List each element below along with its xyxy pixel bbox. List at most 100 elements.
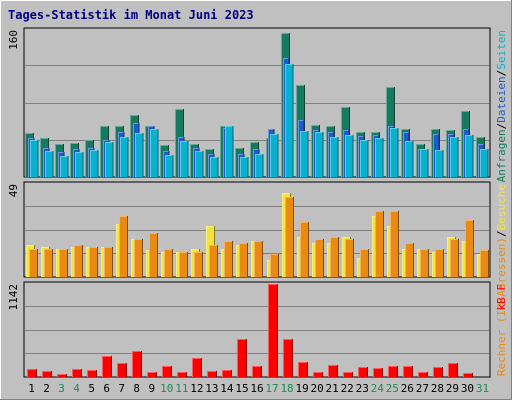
bar-kbytes-kb-f-day-1 bbox=[27, 369, 37, 377]
bar-kbytes-kb-f-day-10 bbox=[162, 366, 172, 377]
panel-kbytes-plot-area bbox=[23, 281, 491, 378]
bar-kbytes-kb-f-day-30-body bbox=[463, 373, 473, 377]
bar-kbytes-kb-f-day-29 bbox=[448, 363, 458, 377]
x-tick-label-day-18: 18 bbox=[280, 382, 293, 395]
bar-visits-rechner-ip-adressen--day-15-body bbox=[239, 243, 248, 277]
bar-visits-rechner-ip-adressen--day-28-body bbox=[435, 249, 444, 277]
bar-kbytes-kb-f-day-4-body bbox=[72, 369, 82, 377]
bar-visits-rechner-ip-adressen--day-15 bbox=[239, 243, 248, 277]
bar-visits-rechner-ip-adressen--day-28 bbox=[435, 249, 444, 277]
bar-kbytes-kb-f-day-2-body bbox=[42, 371, 52, 377]
x-tick-label-day-4: 4 bbox=[73, 382, 80, 395]
x-tick-label-day-16: 16 bbox=[250, 382, 263, 395]
panel-requests-legend-part-3: / bbox=[495, 70, 508, 77]
bar-requests-seiten-day-1-body bbox=[30, 140, 39, 177]
bar-kbytes-kb-f-day-14-body bbox=[222, 370, 232, 377]
bar-kbytes-kb-f-day-12-body bbox=[192, 358, 202, 377]
bar-visits-rechner-ip-adressen--day-4 bbox=[74, 245, 83, 277]
bar-visits-rechner-ip-adressen--day-24-body bbox=[375, 211, 384, 277]
x-tick-label-day-11: 11 bbox=[175, 382, 188, 395]
bar-requests-seiten-day-30 bbox=[465, 135, 474, 177]
x-tick-label-day-5: 5 bbox=[88, 382, 95, 395]
bar-requests-seiten-day-12-body bbox=[195, 151, 204, 177]
bar-visits-rechner-ip-adressen--day-19-body bbox=[300, 222, 309, 277]
bar-kbytes-kb-f-day-9-body bbox=[147, 372, 157, 377]
bar-kbytes-kb-f-day-23-body bbox=[358, 367, 368, 377]
bar-visits-rechner-ip-adressen--day-13-body bbox=[209, 245, 218, 277]
bar-requests-seiten-day-20-body bbox=[315, 132, 324, 177]
bar-visits-rechner-ip-adressen--day-21-body bbox=[330, 237, 339, 277]
bar-kbytes-kb-f-day-9 bbox=[147, 372, 157, 377]
x-tick-label-day-30: 30 bbox=[461, 382, 474, 395]
bar-requests-seiten-day-28 bbox=[435, 150, 444, 177]
bar-visits-rechner-ip-adressen--day-19 bbox=[300, 222, 309, 277]
bar-visits-rechner-ip-adressen--day-7 bbox=[119, 216, 128, 277]
bar-kbytes-kb-f-day-21-body bbox=[328, 365, 338, 377]
bar-visits-rechner-ip-adressen--day-7-body bbox=[119, 216, 128, 277]
bar-kbytes-kb-f-day-13 bbox=[207, 371, 217, 377]
x-tick-label-day-15: 15 bbox=[235, 382, 248, 395]
bar-kbytes-kb-f-day-11 bbox=[177, 372, 187, 377]
bar-requests-seiten-day-3-body bbox=[60, 156, 69, 177]
bar-visits-rechner-ip-adressen--day-26 bbox=[405, 243, 414, 277]
bar-visits-rechner-ip-adressen--day-25-body bbox=[390, 211, 399, 277]
bar-visits-rechner-ip-adressen--day-8-body bbox=[134, 239, 143, 277]
bar-kbytes-kb-f-day-7 bbox=[117, 363, 127, 377]
bar-requests-seiten-day-7-body bbox=[120, 137, 129, 177]
bar-requests-seiten-day-1 bbox=[30, 140, 39, 177]
panel-visits-legend-part-0: Rechner (IP-Adressen) bbox=[495, 237, 508, 376]
bar-visits-rechner-ip-adressen--day-14 bbox=[224, 241, 233, 277]
bar-requests-seiten-day-15 bbox=[240, 157, 249, 177]
bar-visits-rechner-ip-adressen--day-1 bbox=[29, 249, 38, 277]
bar-kbytes-kb-f-day-15-body bbox=[237, 339, 247, 377]
bar-requests-seiten-day-4 bbox=[75, 152, 84, 177]
bar-requests-seiten-day-10 bbox=[165, 155, 174, 177]
bar-kbytes-kb-f-day-28-body bbox=[433, 367, 443, 377]
x-tick-label-day-27: 27 bbox=[416, 382, 429, 395]
bar-kbytes-kb-f-day-28 bbox=[433, 367, 443, 377]
bar-requests-seiten-day-2-body bbox=[45, 151, 54, 177]
bar-requests-seiten-day-21 bbox=[330, 137, 339, 177]
bar-requests-seiten-day-3 bbox=[60, 156, 69, 177]
bar-kbytes-kb-f-day-6 bbox=[102, 356, 112, 377]
bar-visits-rechner-ip-adressen--day-18 bbox=[285, 197, 294, 277]
bar-visits-rechner-ip-adressen--day-30 bbox=[465, 220, 474, 277]
bar-requests-seiten-day-25-body bbox=[390, 128, 399, 177]
bar-visits-rechner-ip-adressen--day-4-body bbox=[74, 245, 83, 277]
bar-visits-rechner-ip-adressen--day-27 bbox=[420, 249, 429, 277]
x-tick-label-day-12: 12 bbox=[190, 382, 203, 395]
bar-requests-seiten-day-31-body bbox=[480, 149, 489, 177]
bar-requests-seiten-day-14 bbox=[225, 126, 234, 177]
bar-requests-seiten-day-8-body bbox=[135, 133, 144, 177]
bar-requests-seiten-day-20 bbox=[315, 132, 324, 177]
bar-kbytes-kb-f-day-22 bbox=[343, 372, 353, 377]
bar-requests-seiten-day-11-body bbox=[180, 141, 189, 177]
bar-kbytes-kb-f-day-19-body bbox=[298, 362, 308, 377]
x-tick-label-day-10: 10 bbox=[160, 382, 173, 395]
bar-requests-seiten-day-29-body bbox=[450, 137, 459, 177]
bar-kbytes-kb-f-day-22-body bbox=[343, 372, 353, 377]
x-tick-label-day-1: 1 bbox=[28, 382, 35, 395]
bar-requests-seiten-day-30-body bbox=[465, 135, 474, 177]
bar-requests-seiten-day-31 bbox=[480, 149, 489, 177]
bar-kbytes-kb-f-day-19 bbox=[298, 362, 308, 377]
bar-requests-seiten-day-15-body bbox=[240, 157, 249, 177]
bar-requests-seiten-day-9-body bbox=[150, 129, 159, 177]
bar-requests-seiten-day-26-body bbox=[405, 141, 414, 177]
bar-requests-seiten-day-29 bbox=[450, 137, 459, 177]
bar-visits-rechner-ip-adressen--day-6 bbox=[104, 247, 113, 277]
bar-kbytes-kb-f-day-3-body bbox=[57, 374, 67, 377]
x-tick-label-day-31: 31 bbox=[476, 382, 489, 395]
x-axis-day-labels: 1 2 3 4 5 6 7 8 9 10 11 12 13 14 15 16 17 18 19 20 21 22 23 24 2… bbox=[28, 382, 489, 395]
bar-visits-rechner-ip-adressen--day-9-body bbox=[149, 233, 158, 277]
bar-requests-seiten-day-23-body bbox=[360, 140, 369, 177]
bar-visits-rechner-ip-adressen--day-13 bbox=[209, 245, 218, 277]
panel-visits-bars bbox=[26, 193, 489, 277]
bar-kbytes-kb-f-day-29-body bbox=[448, 363, 458, 377]
bar-kbytes-kb-f-day-2 bbox=[42, 371, 52, 377]
bar-kbytes-kb-f-day-12 bbox=[192, 358, 202, 377]
bar-visits-rechner-ip-adressen--day-26-body bbox=[405, 243, 414, 277]
x-tick-label-day-13: 13 bbox=[205, 382, 218, 395]
bar-visits-rechner-ip-adressen--day-17 bbox=[270, 254, 279, 277]
